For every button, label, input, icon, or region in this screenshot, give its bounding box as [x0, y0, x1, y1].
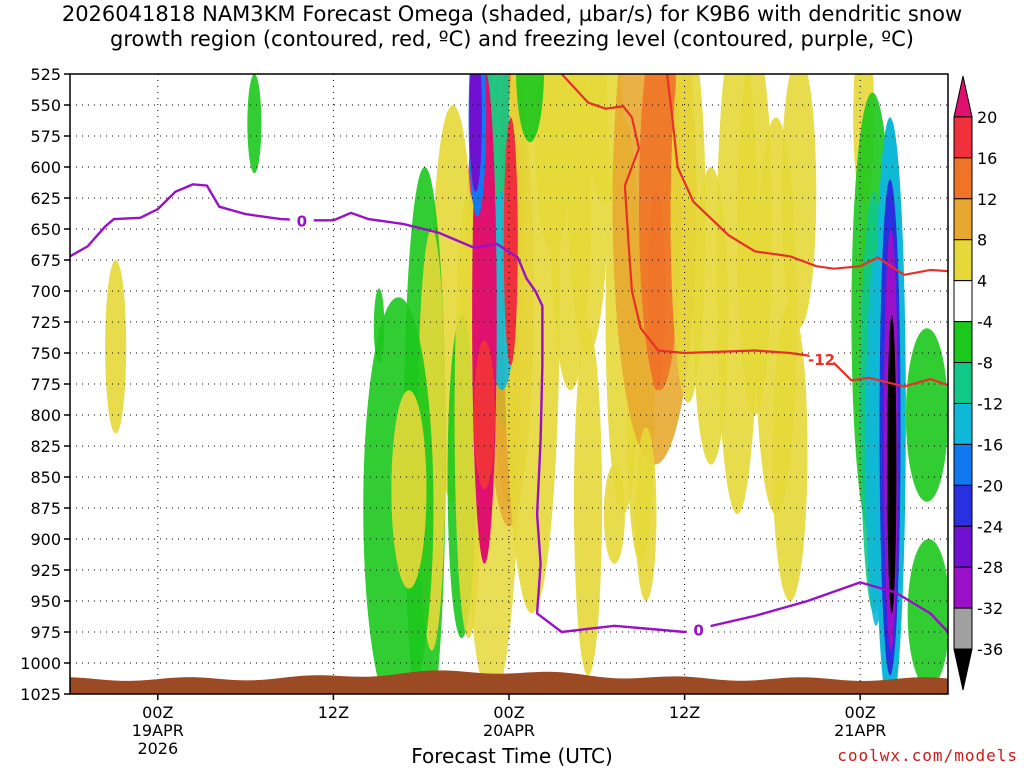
omega-shade-extra-40 — [907, 539, 948, 688]
y-tick-label-800: 800 — [30, 406, 61, 425]
omega-shade-extra-17 — [781, 74, 817, 329]
y-tick-label-525: 525 — [30, 65, 61, 84]
x-tick-label-40: 00Z — [845, 703, 876, 722]
dgz-contour-line-0 — [560, 74, 948, 388]
colorbar-band-0 — [953, 75, 973, 118]
colorbar-label-7: -12 — [977, 394, 1003, 413]
omega-shade-extra-30 — [503, 74, 560, 614]
terrain-fill — [70, 670, 948, 694]
y-tick-label-875: 875 — [30, 499, 61, 518]
x-axis-label: Forecast Time (UTC) — [411, 744, 613, 768]
y-tick-label-825: 825 — [30, 437, 61, 456]
colorbar-band-9 — [953, 443, 973, 486]
colorbar-band-11 — [953, 525, 973, 568]
colorbar-label-1: 16 — [977, 149, 997, 168]
y-tick-label-975: 975 — [30, 623, 61, 642]
omega-shade-extra-39 — [905, 328, 948, 502]
colorbar-label-12: -32 — [977, 599, 1003, 618]
omega-shade-extra-14 — [573, 328, 603, 676]
x-tick-label-0: 00Z — [142, 703, 173, 722]
omega-shade-extra-16 — [635, 427, 657, 601]
colorbar-band-4 — [953, 239, 973, 282]
x-date-label-20: 20APR — [483, 721, 535, 740]
colorbar-band-5 — [953, 280, 973, 323]
y-tick-label-550: 550 — [30, 96, 61, 115]
x-tick-label-20: 00Z — [493, 703, 524, 722]
colorbar-label-11: -28 — [977, 558, 1003, 577]
y-tick-label-950: 950 — [30, 592, 61, 611]
colorbar-label-13: -36 — [977, 640, 1003, 659]
freezing-label-left: 0 — [297, 212, 307, 230]
dgz-label-bg — [809, 350, 834, 368]
colorbar-band-13 — [953, 607, 973, 650]
y-tick-label-850: 850 — [30, 468, 61, 487]
y-tick-label-1025: 1025 — [20, 685, 61, 704]
x-tick-label-10: 12Z — [318, 703, 349, 722]
colorbar-band-2 — [953, 157, 973, 200]
omega-shade-extra-34 — [373, 288, 385, 363]
omega-shade-extra-31 — [516, 74, 545, 143]
omega-shade-extra-33 — [247, 74, 262, 174]
colorbar-band-8 — [953, 402, 973, 445]
dgz-contour-line-1 — [665, 74, 948, 277]
omega-core-8 — [503, 117, 518, 366]
y-tick-label-775: 775 — [30, 375, 61, 394]
colorbar-label-10: -24 — [977, 517, 1003, 536]
freezing-level-line — [70, 183, 948, 634]
colorbar-band-7 — [953, 362, 973, 404]
y-tick-label-675: 675 — [30, 251, 61, 270]
colorbar-band-10 — [953, 484, 973, 527]
x-year-label-0: 2026 — [137, 739, 178, 758]
colorbar-band-3 — [953, 198, 973, 241]
colorbar-label-9: -20 — [977, 476, 1003, 495]
credit-link[interactable]: coolwx.com/models — [837, 746, 1018, 765]
colorbar-label-6: -8 — [977, 354, 993, 373]
y-tick-label-575: 575 — [30, 127, 61, 146]
colorbar-band-1 — [953, 116, 973, 159]
colorbar-band-6 — [953, 321, 973, 364]
omega-shade-extra-13 — [772, 303, 808, 601]
omega-shade-extra-15 — [603, 464, 625, 564]
y-tick-label-725: 725 — [30, 313, 61, 332]
colorbar-band-12 — [953, 566, 973, 609]
omega-shade-extra-26 — [391, 390, 427, 589]
colorbar-label-8: -16 — [977, 435, 1003, 454]
plot-area: 0 0 -12 — [70, 74, 948, 694]
y-tick-label-600: 600 — [30, 158, 61, 177]
colorbar-label-2: 12 — [977, 190, 997, 209]
omega-core-9 — [647, 191, 666, 391]
x-date-label-0: 19APR — [132, 721, 184, 740]
omega-core-3 — [469, 74, 482, 192]
freezing-label-right: 0 — [693, 622, 703, 640]
freezing-label-right-bg — [686, 620, 711, 638]
omega-core-7 — [887, 315, 897, 614]
dgz-label: -12 — [808, 351, 835, 369]
y-tick-label-625: 625 — [30, 189, 61, 208]
y-tick-label-1000: 1000 — [20, 654, 61, 673]
colorbar-band-14 — [953, 648, 973, 691]
x-tick-label-30: 12Z — [669, 703, 700, 722]
chart-title: 2026041818 NAM3KM Forecast Omega (shaded… — [61, 2, 963, 51]
colorbar-label-4: 4 — [977, 272, 987, 291]
y-tick-label-750: 750 — [30, 344, 61, 363]
y-tick-label-900: 900 — [30, 530, 61, 549]
colorbar-label-3: 8 — [977, 231, 987, 250]
colorbar-label-0: 20 — [977, 108, 997, 127]
y-tick-label-925: 925 — [30, 561, 61, 580]
omega-shade-extra-32 — [105, 260, 127, 434]
freezing-label-left-bg — [289, 211, 314, 229]
y-tick-label-650: 650 — [30, 220, 61, 239]
y-tick-label-700: 700 — [30, 282, 61, 301]
colorbar-label-5: -4 — [977, 313, 993, 332]
x-date-label-40: 21APR — [834, 721, 886, 740]
